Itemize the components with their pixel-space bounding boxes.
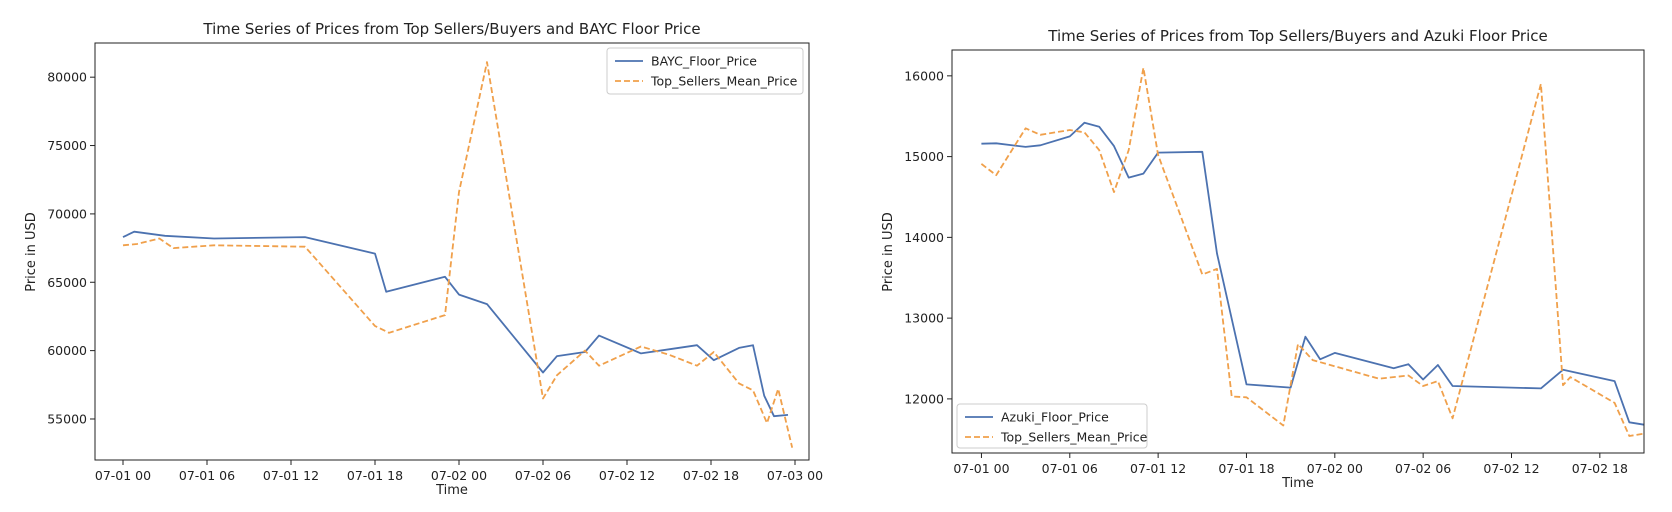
y-tick-label: 14000	[904, 230, 944, 245]
x-axis-label: Time	[435, 483, 468, 498]
x-tick-label: 07-01 18	[1218, 461, 1274, 476]
x-tick-label: 07-02 18	[683, 468, 739, 483]
legend-box	[956, 403, 1148, 449]
y-tick-label: 65000	[47, 275, 87, 290]
bayc-price-chart: Time Series of Prices from Top Sellers/B…	[24, 20, 823, 498]
y-tick-label: 12000	[904, 391, 944, 406]
legend-label: Top_Sellers_Mean_Price	[650, 74, 798, 89]
x-tick-label: 07-01 06	[179, 468, 235, 483]
x-tick-label: 07-01 12	[1130, 461, 1186, 476]
legend-box	[606, 47, 804, 95]
y-tick-label: 75000	[47, 138, 87, 153]
y-tick-label: 80000	[47, 70, 87, 85]
legend-label: Azuki_Floor_Price	[1001, 410, 1109, 425]
y-tick-label: 16000	[904, 68, 944, 83]
y-tick-label: 55000	[47, 411, 87, 426]
y-tick-label: 70000	[47, 206, 87, 221]
x-tick-label: 07-02 12	[599, 468, 655, 483]
x-tick-label: 07-02 06	[515, 468, 571, 483]
x-axis-label: Time	[1281, 476, 1314, 491]
chart-title: Time Series of Prices from Top Sellers/B…	[1047, 27, 1547, 45]
x-tick-label: 07-01 00	[95, 468, 151, 483]
x-tick-label: 07-02 06	[1395, 461, 1451, 476]
y-axis-label: Price in USD	[881, 212, 896, 292]
azuki-price-chart: Time Series of Prices from Top Sellers/B…	[881, 27, 1645, 491]
x-tick-label: 07-02 00	[1307, 461, 1363, 476]
x-tick-label: 07-02 00	[431, 468, 487, 483]
x-tick-label: 07-03 00	[767, 468, 823, 483]
y-axis-label: Price in USD	[24, 212, 39, 292]
series-line-floor-price	[122, 230, 789, 418]
y-tick-label: 15000	[904, 149, 944, 164]
axes-frame	[94, 42, 810, 461]
axes-frame	[951, 49, 1645, 454]
chart-title: Time Series of Prices from Top Sellers/B…	[202, 20, 700, 38]
plot-area: 07-01 00 07-01 06 07-01 12 07-01 18 07-02 00…	[47, 42, 823, 483]
x-tick-label: 07-01 00	[953, 461, 1009, 476]
series-line-floor-price	[981, 121, 1645, 426]
x-tick-label: 07-01 18	[347, 468, 403, 483]
legend: BAYC_Floor_Price Top_Sellers_Mean_Price	[606, 47, 804, 95]
legend-label: Top_Sellers_Mean_Price	[1000, 430, 1148, 445]
plot-area: 07-01 00 07-01 06 07-01 12 07-01 18 07-02 00…	[904, 49, 1645, 476]
x-tick-label: 07-01 12	[263, 468, 319, 483]
y-tick-label: 13000	[904, 311, 944, 326]
x-tick-label: 07-02 12	[1483, 461, 1539, 476]
legend-label: BAYC_Floor_Price	[651, 54, 757, 69]
x-tick-label: 07-01 06	[1042, 461, 1098, 476]
series-line-top-sellers-mean-price	[980, 66, 1645, 437]
y-tick-label: 60000	[47, 343, 87, 358]
legend: Azuki_Floor_Price Top_Sellers_Mean_Price	[956, 403, 1148, 449]
series-line-top-sellers-mean-price	[122, 61, 794, 448]
x-tick-label: 07-02 18	[1572, 461, 1628, 476]
